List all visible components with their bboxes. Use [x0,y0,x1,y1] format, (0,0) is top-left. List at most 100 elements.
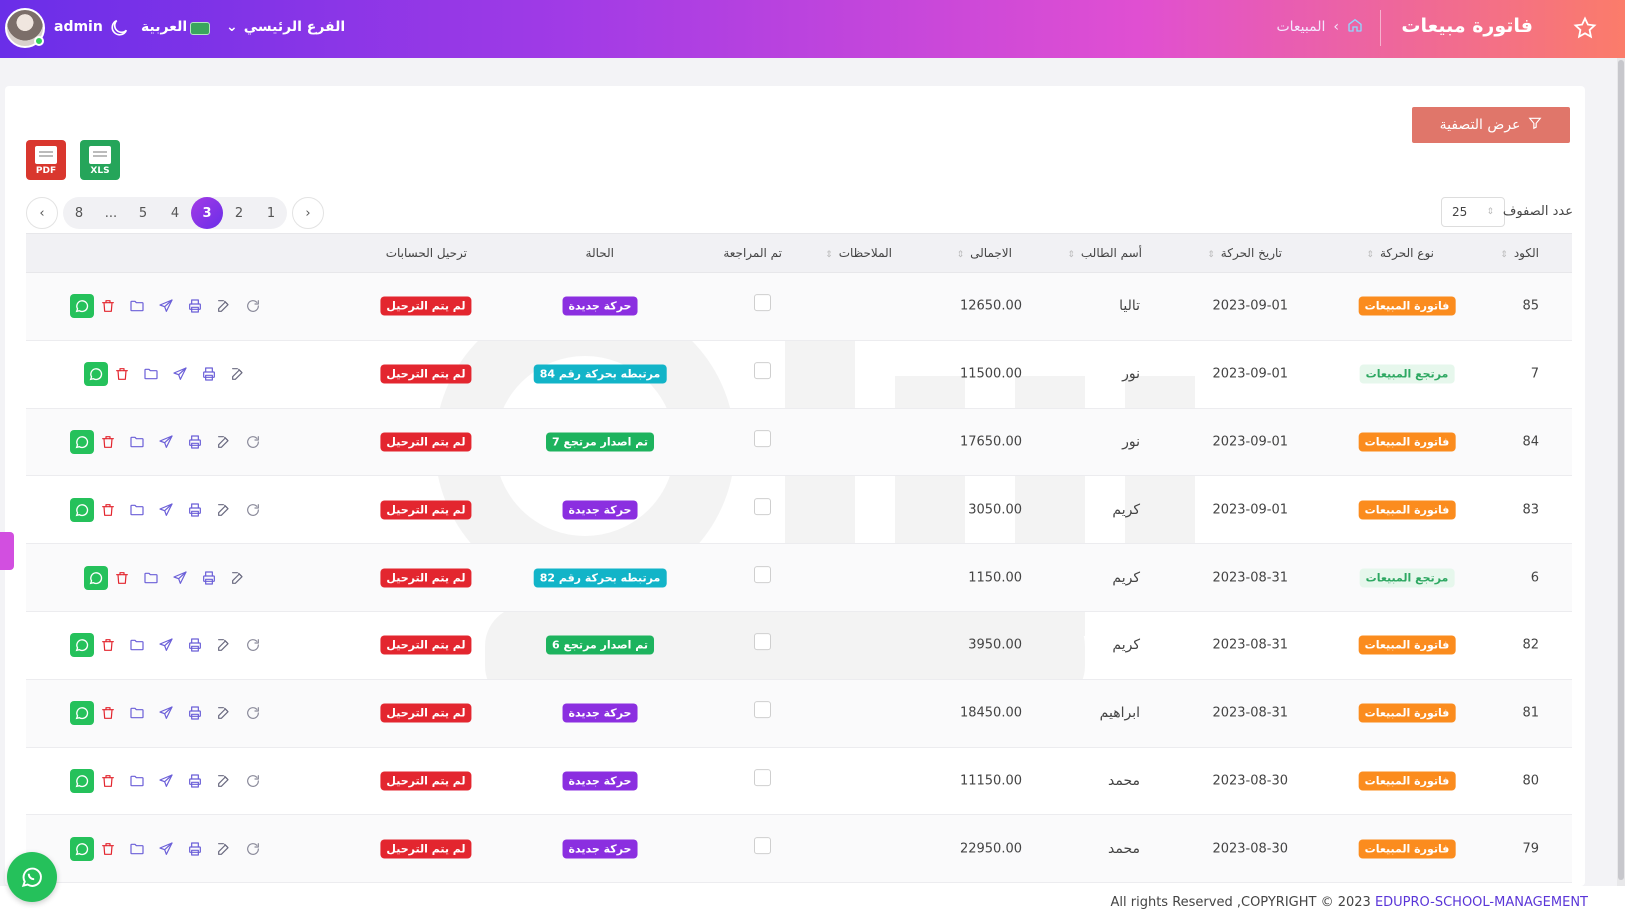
star-icon[interactable] [1573,16,1597,40]
page-1[interactable]: 1 [266,205,276,221]
language-selector[interactable]: العربية [141,19,188,35]
send-icon[interactable] [172,366,188,382]
export-xls-button[interactable]: XLS [80,140,120,180]
folder-icon[interactable] [129,298,145,314]
reviewed-checkbox[interactable] [754,769,771,787]
floating-whatsapp-button[interactable] [7,852,57,902]
edit-icon[interactable] [216,705,232,721]
whatsapp-icon[interactable] [70,497,94,522]
edit-icon[interactable] [216,502,232,518]
refresh-icon[interactable] [245,502,261,518]
edit-icon[interactable] [216,841,232,857]
th-total[interactable]: ⇕ الاجمالى [956,246,1012,260]
send-icon[interactable] [158,841,174,857]
reviewed-checkbox[interactable] [754,497,771,515]
rows-per-page-input[interactable]: 25 ⇕ [1441,197,1505,227]
scrollbar-thumb[interactable] [1618,60,1624,880]
refresh-icon[interactable] [245,841,261,857]
reviewed-checkbox[interactable] [754,633,771,651]
send-icon[interactable] [158,502,174,518]
folder-icon[interactable] [129,502,145,518]
trash-icon[interactable] [114,366,130,382]
send-icon[interactable] [158,298,174,314]
print-icon[interactable] [187,637,203,653]
settings-side-tab[interactable] [0,532,14,570]
username[interactable]: admin [54,19,103,35]
reviewed-checkbox[interactable] [754,362,771,380]
print-icon[interactable] [187,298,203,314]
whatsapp-icon[interactable] [70,836,94,861]
th-reviewed[interactable]: تم المراجعة [723,246,782,260]
print-icon[interactable] [187,434,203,450]
breadcrumb-sales[interactable]: المبيعات [1276,19,1326,35]
print-icon[interactable] [187,705,203,721]
folder-icon[interactable] [143,366,159,382]
next-page-button[interactable]: ‹ [26,197,58,229]
trash-icon[interactable] [100,841,116,857]
folder-icon[interactable] [129,637,145,653]
reviewed-checkbox[interactable] [754,565,771,583]
folder-icon[interactable] [143,570,159,586]
edit-icon[interactable] [216,434,232,450]
whatsapp-icon[interactable] [70,633,94,658]
export-pdf-button[interactable]: PDF [26,140,66,180]
send-icon[interactable] [158,773,174,789]
brand-link[interactable]: EDUPRO-SCHOOL-MANAGEMENT [1374,895,1588,910]
prev-page-button[interactable]: › [292,197,324,229]
trash-icon[interactable] [100,434,116,450]
folder-icon[interactable] [129,705,145,721]
trash-icon[interactable] [100,637,116,653]
th-date[interactable]: ⇕ تاريخ الحركة [1207,246,1282,260]
print-icon[interactable] [201,366,217,382]
folder-icon[interactable] [129,434,145,450]
send-icon[interactable] [172,570,188,586]
page-8[interactable]: 8 [74,205,84,221]
th-student[interactable]: ⇕ أسم الطالب [1067,246,1142,260]
reviewed-checkbox[interactable] [754,836,771,854]
trash-icon[interactable] [114,570,130,586]
th-type[interactable]: ⇕ نوع الحركة [1366,246,1434,260]
edit-icon[interactable] [216,773,232,789]
whatsapp-icon[interactable] [84,362,108,387]
reviewed-checkbox[interactable] [754,294,771,312]
edit-icon[interactable] [216,298,232,314]
home-icon[interactable] [1347,17,1363,37]
whatsapp-icon[interactable] [70,768,94,793]
reviewed-checkbox[interactable] [754,430,771,448]
show-filter-button[interactable]: عرض التصفية [1412,107,1570,143]
send-icon[interactable] [158,434,174,450]
page-4[interactable]: 4 [170,205,180,221]
page-3-active[interactable]: 3 [191,197,223,229]
reviewed-checkbox[interactable] [754,701,771,719]
whatsapp-icon[interactable] [70,294,94,319]
send-icon[interactable] [158,705,174,721]
whatsapp-icon[interactable] [84,565,108,590]
trash-icon[interactable] [100,298,116,314]
refresh-icon[interactable] [245,434,261,450]
refresh-icon[interactable] [245,637,261,653]
trash-icon[interactable] [100,705,116,721]
edit-icon[interactable] [230,570,246,586]
whatsapp-icon[interactable] [70,429,94,454]
trash-icon[interactable] [100,773,116,789]
moon-icon[interactable] [108,17,130,39]
page-scrollbar[interactable] [1617,58,1625,886]
folder-icon[interactable] [129,841,145,857]
trash-icon[interactable] [100,502,116,518]
edit-icon[interactable] [216,637,232,653]
send-icon[interactable] [158,637,174,653]
th-notes[interactable]: ⇕ الملاحظات [825,246,892,260]
page-5[interactable]: 5 [138,205,148,221]
refresh-icon[interactable] [245,773,261,789]
branch-selector[interactable]: ⌄ الفرع الرئيسي [226,19,345,35]
page-2[interactable]: 2 [234,205,244,221]
avatar[interactable] [5,8,45,48]
whatsapp-icon[interactable] [70,701,94,726]
refresh-icon[interactable] [245,705,261,721]
print-icon[interactable] [187,773,203,789]
print-icon[interactable] [201,570,217,586]
th-code[interactable]: ⇕ الكود [1500,246,1539,260]
edit-icon[interactable] [230,366,246,382]
print-icon[interactable] [187,502,203,518]
folder-icon[interactable] [129,773,145,789]
